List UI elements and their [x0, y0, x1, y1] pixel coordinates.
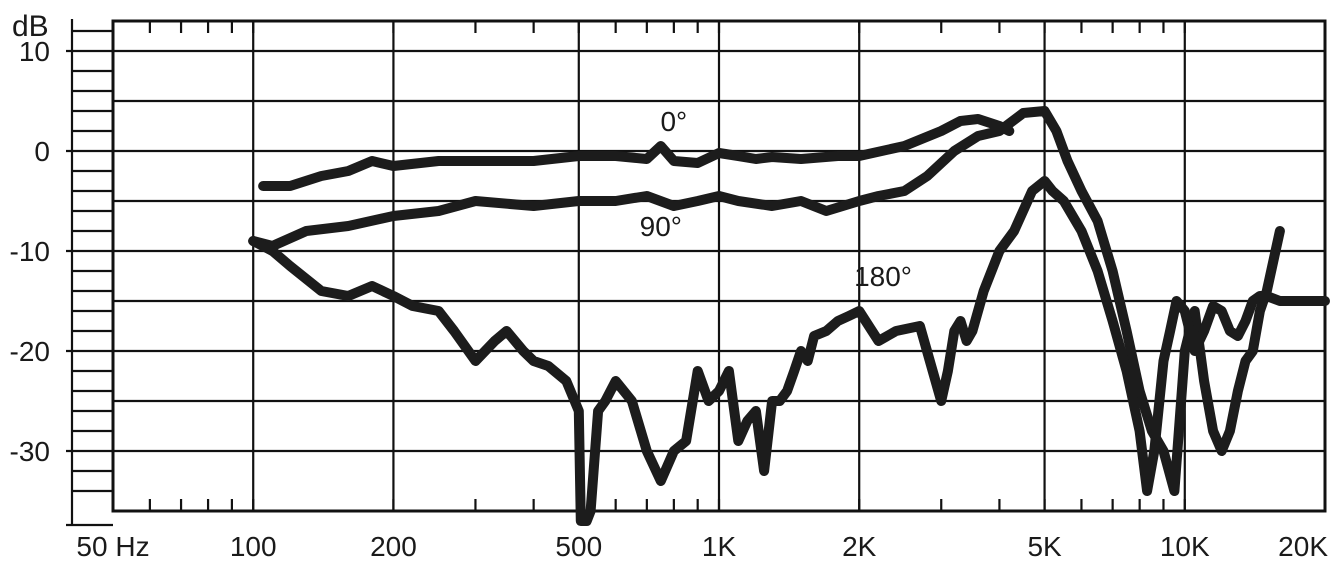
grid — [113, 21, 1325, 511]
x-tick-label-500: 500 — [555, 531, 602, 562]
series-label-0-deg: 0° — [660, 106, 687, 137]
series — [248, 106, 1330, 526]
y-tick-label-10: 10 — [19, 36, 50, 67]
x-tick-label-20k: 20K — [1278, 531, 1328, 562]
x-tick-label-1k: 1K — [702, 531, 737, 562]
y-tick-label-30: -30 — [10, 436, 50, 467]
x-tick-label-100: 100 — [230, 531, 277, 562]
series-label-180-deg: 180° — [854, 261, 912, 292]
y-axis-unit-label: dB — [12, 10, 49, 43]
x-tick-label-200: 200 — [370, 531, 417, 562]
x-tick-label-5k: 5K — [1027, 531, 1062, 562]
series-labels: 0° 90° 180° — [640, 106, 912, 292]
series-line-0-deg — [258, 114, 1015, 191]
series-line-180-deg — [248, 176, 1330, 526]
series-line-90-deg — [248, 106, 1285, 496]
series-label-90-deg: 90° — [640, 211, 682, 242]
x-tick-label-10k: 10K — [1160, 531, 1210, 562]
y-tick-label-20: -20 — [10, 336, 50, 367]
y-tick-label-0: 0 — [34, 136, 50, 167]
x-tick-label-2k: 2K — [842, 531, 877, 562]
x-tick-label-50-hz: 50 Hz — [76, 531, 149, 562]
y-tick-label-10: -10 — [10, 236, 50, 267]
